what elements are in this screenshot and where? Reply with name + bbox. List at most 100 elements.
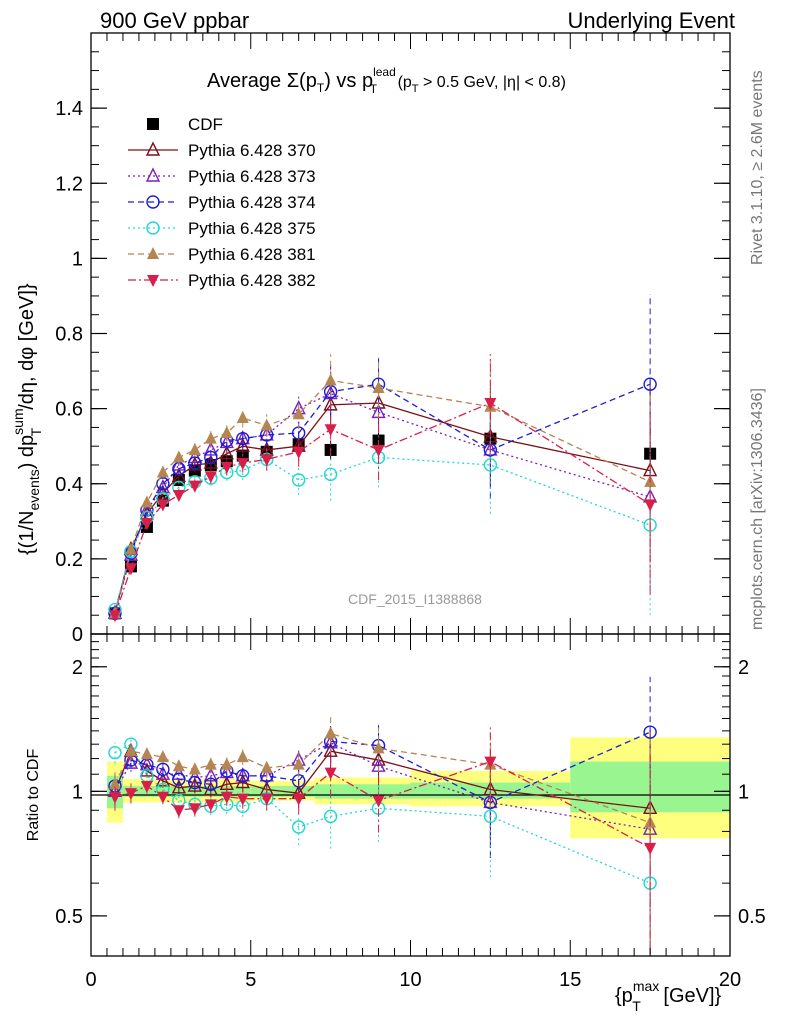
ratio-point [323,809,338,824]
uncertainty-band-green [122,786,251,797]
ratio-point [108,791,121,804]
ratio-point [220,791,233,804]
data-point [236,431,250,446]
legend-marker [145,167,161,182]
x-axis-label: {pmax T [GeV]} [615,978,722,1014]
series-line [114,402,651,614]
legend-entry: CDF [147,115,223,134]
ylabel-part: /dη, dφ [GeV]} [16,283,38,410]
y-tick-label: 0.2 [55,549,83,571]
ratio-tick-label-right: 0.5 [738,906,766,928]
title-part: ) vs p [324,70,373,92]
data-point [156,465,169,478]
data-point [188,456,202,470]
ratio-point [187,777,202,792]
ratio-point [260,760,273,773]
y-tick-label: 0.8 [55,324,83,346]
data-point [260,454,273,467]
legend-entry: Pythia 6.428 381 [128,245,316,264]
data-point [236,458,249,471]
ratio-line [114,732,651,824]
ylabel-part: events [26,469,42,510]
data-point [643,377,657,391]
ratio-tick-label: 2 [72,657,83,679]
ratio-point [156,762,170,777]
title-part: Average [207,70,287,92]
ratio-point [291,820,306,834]
ylabel-part: T [28,427,44,436]
x-tick-label: 15 [559,969,581,991]
data-point [139,501,155,516]
series-line [114,379,651,614]
ratio-series-pythia-6.428-381 [108,715,657,955]
legend-label: Pythia 6.428 382 [188,271,316,290]
ratio-point [324,767,337,780]
ratio-point [236,769,250,783]
series-line [114,392,651,614]
data-point [324,424,337,437]
legend: CDF Pythia 6.428 370 Pythia 6.428 373 Pythi… [128,115,316,290]
side-label-mcplots: mcplots.cern.ch [arXiv:1306.3436] [749,388,766,630]
data-point [140,518,153,531]
ratio-axis-label: Ratio to CDF [25,749,42,842]
xlabel-part: [GeV]} [658,985,722,1007]
series-line [114,383,651,614]
ratio-point [260,793,273,806]
legend-entry: Pythia 6.428 370 [128,141,316,160]
header-right: Underlying Event [567,8,735,33]
data-point [140,495,153,508]
y-tick-label: 0.4 [55,474,83,496]
ratio-point [108,777,121,790]
ratio-point [124,788,137,801]
y-axis-label: {(1/Nevents) dpsum T/dη, dφ [GeV]} [10,283,44,555]
legend-label: Pythia 6.428 381 [188,245,316,264]
data-point [291,473,306,487]
ratio-point [172,759,185,772]
ratio-point [124,744,137,757]
data-point [124,563,137,576]
legend-label: Pythia 6.428 370 [188,141,316,160]
upper-axes: 0 0.2 0.4 0.6 0.8 1 1.2 1.4 [55,32,731,646]
ylabel-part: {(1/N [16,511,38,555]
data-point [187,448,202,464]
y-tick-label: 1 [72,248,83,270]
title-part: T [317,81,325,95]
ratio-point [292,793,305,806]
legend-label: Pythia 6.428 374 [188,193,316,212]
ratio-point [372,795,385,808]
ratio-point [187,768,202,784]
xlabel-part: {p [615,985,633,1007]
title-part: T [412,83,419,95]
y-tick-label: 0.6 [55,399,83,421]
ratio-point [292,757,305,770]
data-point [188,480,201,493]
y-tick-label: 1.4 [55,98,83,120]
legend-marker [147,118,159,130]
ratio-point [172,805,185,818]
series-pythia-6.428-370 [107,372,658,620]
ratio-point [483,809,498,824]
xlabel-part: max [633,978,659,994]
ratio-tick-label: 1 [72,781,83,803]
ratio-point [172,772,186,786]
ratio-point [644,842,657,855]
upper-series [107,294,658,623]
data-point [236,411,249,424]
ratio-point [204,777,218,791]
data-point [260,418,273,431]
ratio-point [372,741,385,754]
ratio-point [204,799,217,812]
ratio-tick-label-right: 2 [738,657,749,679]
data-point [204,431,217,444]
ratio-point [155,765,171,780]
data-point [156,477,170,491]
data-point [292,446,305,459]
ratio-tick-label-right: 1 [738,781,749,803]
data-point [259,426,274,441]
legend-marker [146,221,160,235]
ratio-point [236,793,249,806]
lower-axes: 0.5 0.51 12 20 5 10 15 20 [55,634,766,991]
data-point [484,397,497,410]
ratio-point [188,775,202,790]
